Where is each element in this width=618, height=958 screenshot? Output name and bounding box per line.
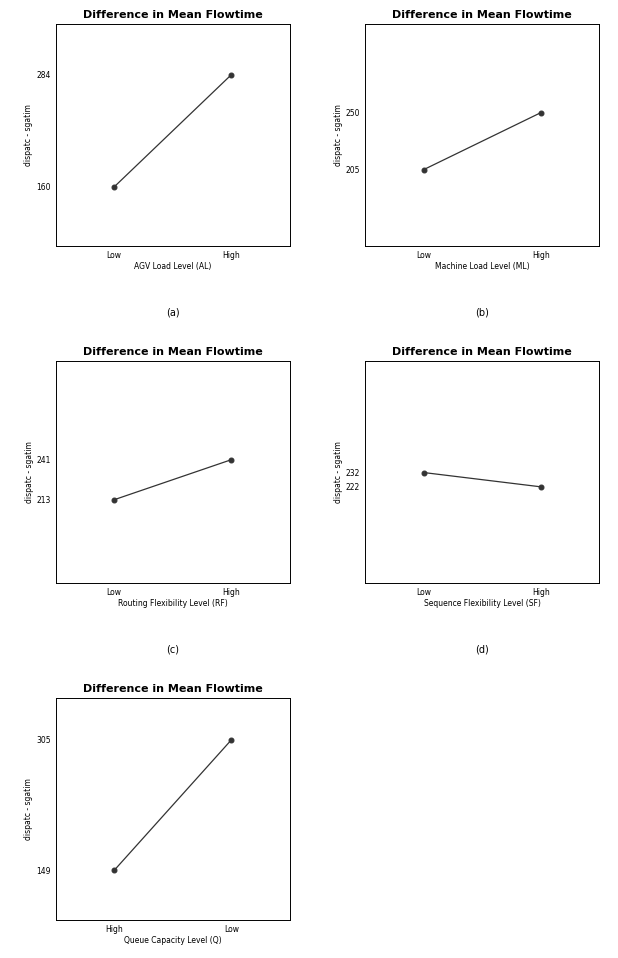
Y-axis label: dispatc - sgatim: dispatc - sgatim	[25, 103, 33, 166]
X-axis label: Routing Flexibility Level (RF): Routing Flexibility Level (RF)	[118, 600, 227, 608]
X-axis label: Sequence Flexibility Level (SF): Sequence Flexibility Level (SF)	[424, 600, 541, 608]
Y-axis label: dispatc - sgatim: dispatc - sgatim	[334, 103, 343, 166]
Y-axis label: dispatc - sgatim: dispatc - sgatim	[24, 778, 33, 840]
Title: Difference in Mean Flowtime: Difference in Mean Flowtime	[392, 11, 572, 20]
X-axis label: AGV Load Level (AL): AGV Load Level (AL)	[134, 262, 211, 271]
Text: (b): (b)	[475, 308, 489, 318]
X-axis label: Machine Load Level (ML): Machine Load Level (ML)	[435, 262, 530, 271]
Text: (a): (a)	[166, 308, 180, 318]
Text: (d): (d)	[475, 645, 489, 654]
Title: Difference in Mean Flowtime: Difference in Mean Flowtime	[83, 348, 263, 357]
Title: Difference in Mean Flowtime: Difference in Mean Flowtime	[83, 11, 263, 20]
Title: Difference in Mean Flowtime: Difference in Mean Flowtime	[83, 684, 263, 695]
Y-axis label: dispatc - sgatim: dispatc - sgatim	[25, 441, 33, 503]
Text: (c): (c)	[166, 645, 179, 654]
Y-axis label: dispatc - sgatim: dispatc - sgatim	[334, 441, 343, 503]
Title: Difference in Mean Flowtime: Difference in Mean Flowtime	[392, 348, 572, 357]
X-axis label: Queue Capacity Level (Q): Queue Capacity Level (Q)	[124, 936, 222, 946]
